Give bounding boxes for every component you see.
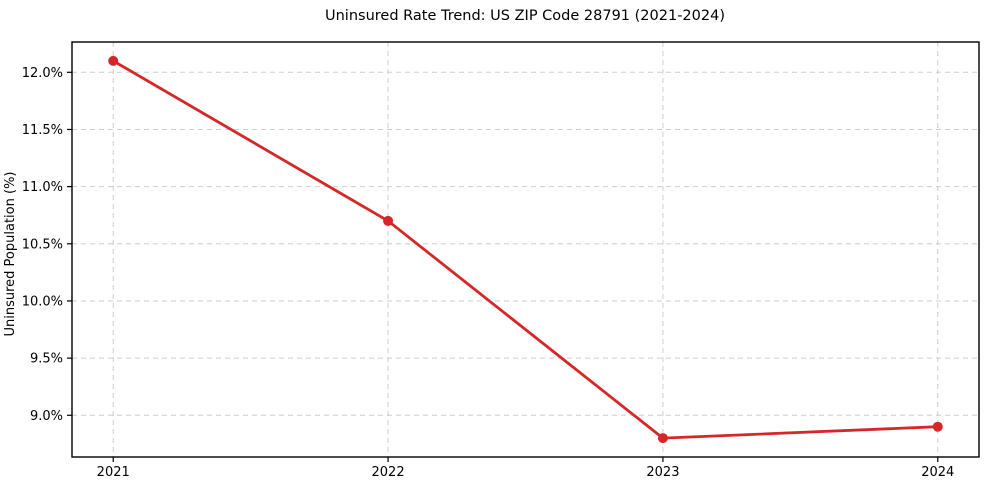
x-tick-label: 2022 <box>372 465 405 480</box>
x-tick-label: 2023 <box>646 465 679 480</box>
x-tick-label: 2024 <box>921 465 954 480</box>
y-axis-label: Uninsured Population (%) <box>3 172 18 337</box>
y-tick-label: 9.0% <box>30 409 63 424</box>
x-tick-label: 2021 <box>97 465 130 480</box>
y-tick-label: 11.5% <box>22 123 63 138</box>
trend-line <box>111 59 940 440</box>
chart-title: Uninsured Rate Trend: US ZIP Code 28791 … <box>325 8 725 24</box>
y-tick-label: 10.5% <box>22 237 63 252</box>
y-tick-label: 12.0% <box>22 66 63 81</box>
data-point-2024 <box>932 421 943 432</box>
data-point-2023 <box>657 433 668 444</box>
y-tick-label: 10.0% <box>22 294 63 309</box>
chart-layer: 2021 2022 2023 2024 9.0% 9.5% 10.0% 10.5% 11.0% 1… <box>22 41 980 480</box>
data-point-2021 <box>108 55 119 66</box>
y-tick-label: 11.0% <box>22 180 63 195</box>
y-tick-label: 9.5% <box>30 352 63 367</box>
plot-border <box>71 41 980 458</box>
data-point-2022 <box>383 215 394 226</box>
